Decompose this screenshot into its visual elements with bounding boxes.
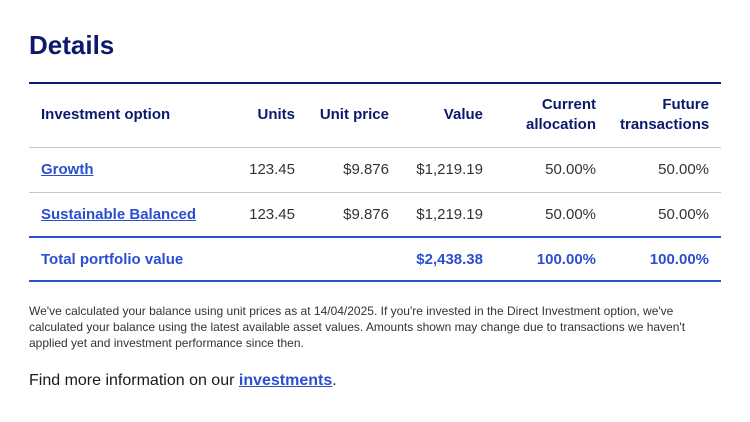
data-cell: 50.00%: [658, 205, 709, 223]
column-header: Investment option: [41, 106, 171, 124]
table-row: Growth 123.45 $9.876 $1,219.19 50.00% 50.00%: [29, 147, 721, 192]
data-cell: $1,219.19: [416, 161, 483, 178]
total-future-transactions: 100.00%: [649, 250, 709, 268]
column-header: Units: [257, 106, 296, 124]
table-header: Investment option Units Unit price Value Cur…: [29, 83, 721, 147]
table-body: Growth 123.45 $9.876 $1,219.19 50.00% 50.00% S…: [29, 147, 721, 237]
data-cell: 123.45: [249, 205, 295, 223]
data-cell: 50.00%: [545, 205, 596, 223]
data-cell: $1,219.19: [416, 205, 483, 223]
details-table: Investment option Units Unit price Value Cur…: [29, 82, 721, 282]
option-link[interactable]: Sustainable Balanced: [41, 205, 197, 223]
table-footer: Total portfolio value $2,438.38 100.00% …: [29, 237, 721, 281]
total-row: Total portfolio value $2,438.38 100.00% …: [29, 237, 721, 281]
total-current-allocation: 100.00%: [536, 250, 596, 268]
option-link[interactable]: Growth: [41, 161, 94, 178]
data-cell: $9.876: [343, 161, 389, 178]
table-row: Sustainable Balanced 123.45 $9.876 $1,219.1…: [29, 192, 721, 237]
more-info-text: Find more information on our: [29, 372, 239, 389]
data-cell: 123.45: [249, 161, 295, 178]
investments-link[interactable]: investments: [238, 372, 333, 389]
total-label: Total portfolio value: [41, 250, 184, 268]
option-cell: Growth: [29, 147, 229, 192]
column-header: Value: [443, 106, 483, 124]
data-cell: 50.00%: [658, 161, 709, 178]
total-value: $2,438.38: [416, 250, 483, 268]
header-row: Investment option Units Unit price Value Cur…: [29, 83, 721, 147]
option-cell: Sustainable Balanced: [29, 192, 229, 237]
column-header: Future transactions: [620, 96, 710, 134]
page-title: Details: [29, 30, 115, 60]
more-info: Find more information on our investments…: [29, 372, 337, 390]
note: We've calculated your balance using unit…: [29, 304, 686, 350]
column-header: Unit price: [319, 106, 389, 124]
column-header: Current allocation: [525, 96, 596, 134]
more-info-suffix: .: [332, 372, 337, 389]
data-cell: 50.00%: [545, 161, 596, 178]
empty-cell: [229, 237, 307, 281]
empty-cell: [307, 237, 401, 281]
data-cell: $9.876: [343, 205, 389, 223]
